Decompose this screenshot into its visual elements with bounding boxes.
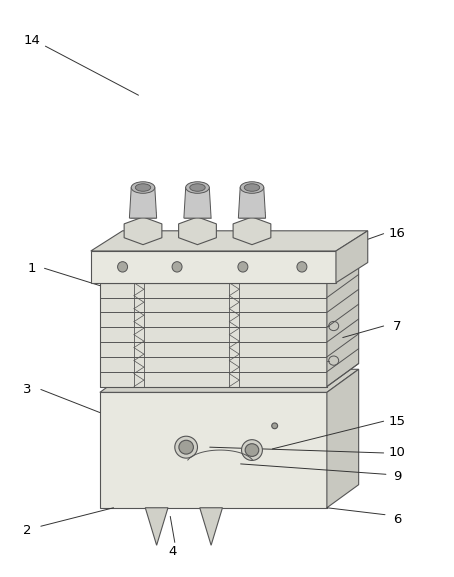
Ellipse shape (131, 182, 155, 193)
Polygon shape (91, 251, 336, 283)
Ellipse shape (186, 182, 209, 193)
Text: 15: 15 (389, 415, 406, 428)
Polygon shape (336, 231, 368, 283)
Ellipse shape (175, 436, 197, 458)
Text: 2: 2 (23, 524, 31, 537)
Polygon shape (129, 188, 157, 218)
Polygon shape (100, 260, 359, 283)
Polygon shape (200, 508, 222, 545)
Ellipse shape (271, 423, 278, 429)
Polygon shape (184, 188, 211, 218)
Text: 6: 6 (393, 513, 401, 526)
Polygon shape (178, 217, 217, 245)
Text: 16: 16 (389, 227, 406, 240)
Polygon shape (100, 392, 327, 508)
Ellipse shape (172, 262, 182, 272)
Ellipse shape (244, 183, 260, 192)
Ellipse shape (179, 440, 193, 454)
Ellipse shape (245, 444, 259, 456)
Text: 9: 9 (393, 470, 401, 482)
Polygon shape (100, 369, 359, 392)
Polygon shape (238, 188, 266, 218)
Ellipse shape (135, 183, 151, 192)
Text: 1: 1 (28, 262, 36, 275)
Polygon shape (100, 283, 327, 387)
Polygon shape (91, 231, 368, 251)
Ellipse shape (190, 183, 205, 192)
Polygon shape (145, 508, 168, 545)
Polygon shape (327, 260, 359, 387)
Ellipse shape (297, 262, 307, 272)
Text: 3: 3 (23, 383, 31, 396)
Polygon shape (233, 217, 271, 245)
Ellipse shape (238, 262, 248, 272)
Polygon shape (124, 217, 162, 245)
Ellipse shape (240, 182, 264, 193)
Text: 7: 7 (393, 320, 401, 332)
Text: 10: 10 (389, 447, 406, 459)
Text: 4: 4 (168, 545, 177, 557)
Ellipse shape (118, 262, 128, 272)
Polygon shape (327, 369, 359, 508)
Ellipse shape (242, 440, 262, 460)
Text: 14: 14 (23, 34, 40, 47)
